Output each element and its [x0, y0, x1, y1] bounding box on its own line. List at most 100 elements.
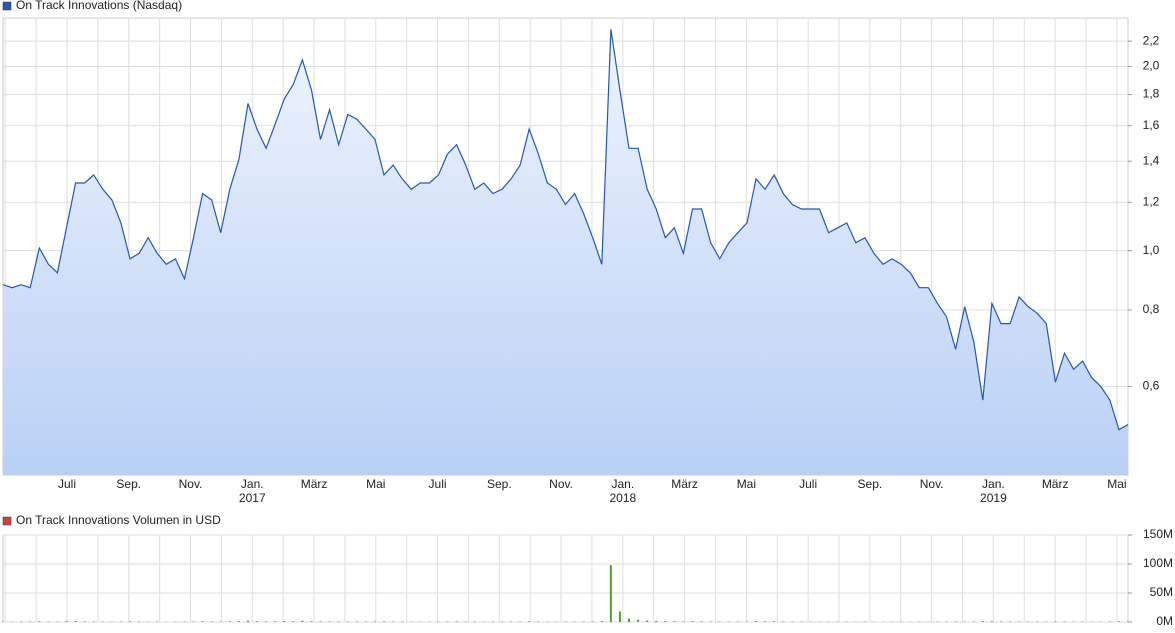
volume-bar [709, 621, 712, 622]
volume-bar [1018, 621, 1021, 622]
volume-bar [129, 621, 132, 622]
y-tick-label: 1,4 [1143, 153, 1160, 167]
volume-bar [29, 621, 32, 622]
price-area [3, 29, 1128, 476]
x-year-label: 2019 [980, 491, 1007, 505]
y-tick-label: 150M [1143, 527, 1173, 541]
x-tick-label: Sep. [116, 477, 141, 491]
volume-bar [673, 621, 676, 622]
volume-bar [682, 621, 685, 622]
volume-bar [292, 621, 295, 622]
volume-bar [999, 621, 1002, 622]
x-tick-label: März [671, 477, 698, 491]
x-tick-label: Nov. [179, 477, 203, 491]
x-tick-label: Jan. [241, 477, 264, 491]
volume-bar [764, 621, 767, 622]
volume-bar [83, 621, 86, 622]
y-tick-label: 0M [1156, 614, 1173, 628]
volume-bar [455, 621, 458, 622]
x-tick-label: Juli [58, 477, 76, 491]
volume-bar [591, 621, 594, 622]
volume-bar [383, 621, 386, 622]
volume-bar [319, 621, 322, 622]
y-tick-label: 0,8 [1143, 302, 1160, 316]
volume-bar [210, 621, 213, 622]
volume-bar [265, 621, 268, 622]
volume-bar [609, 565, 612, 622]
x-tick-label: Mai [737, 477, 756, 491]
volume-bar [246, 620, 249, 622]
volume-bar [637, 619, 640, 622]
y-tick-label: 2,0 [1143, 59, 1160, 73]
volume-bar [664, 621, 667, 622]
x-tick-label: Juli [429, 477, 447, 491]
x-tick-label: Sep. [858, 477, 883, 491]
y-tick-label: 0,6 [1143, 379, 1160, 393]
volume-bar [65, 621, 68, 622]
y-tick-label: 1,6 [1143, 118, 1160, 132]
volume-bar [446, 621, 449, 622]
volume-bar [782, 621, 785, 622]
volume-bar [600, 621, 603, 622]
y-tick-label: 1,2 [1143, 194, 1160, 208]
volume-bar [74, 620, 77, 622]
volume-bar [274, 621, 277, 622]
volume-bar [301, 620, 304, 622]
x-tick-label: März [301, 477, 328, 491]
volume-bar [990, 621, 993, 622]
volume-bar [1117, 621, 1120, 622]
x-tick-label: März [1042, 477, 1069, 491]
volume-plot-frame [2, 534, 1129, 623]
legend-label: On Track Innovations (Nasdaq) [16, 0, 182, 12]
volume-bar [537, 621, 540, 622]
volume-bar [981, 621, 984, 622]
y-tick-label: 50M [1150, 585, 1173, 599]
volume-bar [283, 621, 286, 622]
x-tick-label: Nov. [549, 477, 573, 491]
volume-bar [237, 621, 240, 622]
x-year-label: 2017 [239, 491, 266, 505]
volume-bar [618, 611, 621, 622]
volume-bar [628, 618, 631, 622]
volume-bar [528, 621, 531, 622]
legend-swatch [2, 516, 12, 526]
x-year-label: 2018 [609, 491, 636, 505]
volume-bar [192, 621, 195, 622]
y-tick-label: 1,8 [1143, 87, 1160, 101]
volume-bar [38, 621, 41, 622]
volume-bar [156, 621, 159, 622]
x-tick-label: Nov. [920, 477, 944, 491]
volume-bar [228, 621, 231, 622]
volume-bar [773, 621, 776, 622]
x-tick-label: Sep. [487, 477, 512, 491]
x-tick-label: Juli [799, 477, 817, 491]
volume-bar [355, 621, 358, 622]
legend-swatch [2, 1, 12, 11]
x-tick-label: Jan. [611, 477, 634, 491]
volume-bar [328, 621, 331, 622]
volume-bar [646, 620, 649, 622]
volume-bar [954, 621, 957, 622]
volume-bar [1054, 621, 1057, 622]
x-tick-label: Jan. [982, 477, 1005, 491]
legend-label: On Track Innovations Volumen in USD [16, 513, 221, 527]
x-tick-label: Mai [1107, 477, 1126, 491]
volume-bar [92, 621, 95, 622]
y-tick-label: 1,0 [1143, 243, 1160, 257]
volume-bar [700, 621, 703, 622]
volume-bar [755, 621, 758, 622]
volume-bar [655, 620, 658, 622]
volume-bar [691, 621, 694, 622]
volume-bar [745, 621, 748, 622]
x-tick-label: Mai [366, 477, 385, 491]
volume-bar [337, 621, 340, 622]
y-tick-label: 100M [1143, 556, 1173, 570]
volume-bar [201, 621, 204, 622]
volume-bar [310, 621, 313, 622]
price-line [2, 29, 1129, 431]
y-tick-label: 2,2 [1143, 33, 1160, 47]
volume-bar [256, 621, 259, 622]
volume-bar [1063, 621, 1066, 622]
